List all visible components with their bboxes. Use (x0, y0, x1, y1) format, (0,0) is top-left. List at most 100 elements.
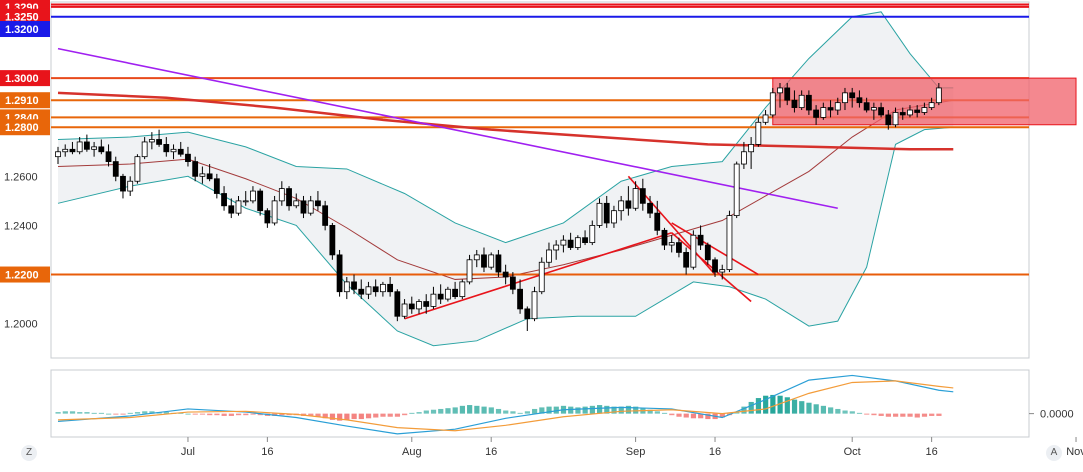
macd-histogram-bar (149, 411, 155, 414)
macd-histogram-bar (192, 413, 198, 415)
candle-body (452, 288, 459, 298)
candle (473, 249, 480, 268)
candle (546, 242, 552, 268)
candle (264, 208, 271, 228)
price-badge-label: 1.2800 (5, 122, 39, 134)
candle (907, 105, 913, 118)
candle (777, 83, 783, 108)
macd-histogram-bar (91, 412, 97, 414)
candle (192, 156, 199, 182)
candle (91, 141, 97, 157)
candle-body (257, 190, 264, 212)
right-corner-button[interactable]: A (1046, 445, 1062, 461)
candle-body (856, 97, 863, 104)
candle (481, 247, 487, 273)
macd-histogram-bar (221, 413, 227, 416)
candle (668, 235, 675, 253)
macd-histogram-bar (835, 408, 841, 414)
candle-body (444, 288, 451, 300)
price-tick-label: 1.2400 (4, 220, 38, 232)
price-badge-bg (0, 21, 50, 38)
candle-body (365, 286, 372, 295)
macd-histogram-bar (690, 413, 697, 419)
candle (206, 164, 213, 182)
price-badge-label: 1.2910 (5, 95, 39, 107)
candle (242, 191, 249, 206)
left-corner-button[interactable]: Z (21, 445, 37, 461)
macd-histogram-bar (618, 406, 624, 414)
macd-histogram-bar (568, 406, 574, 414)
candle (704, 242, 711, 265)
time-tick-label: Aug (402, 446, 422, 458)
candle (358, 279, 365, 300)
macd-histogram-bar (337, 413, 343, 421)
macd-histogram-bar (178, 412, 184, 414)
candle (741, 141, 747, 169)
candle (914, 105, 921, 118)
price-badge-label: 1.2200 (5, 270, 39, 282)
candle-body (69, 148, 76, 153)
candle (820, 102, 827, 120)
candle-body (611, 210, 617, 224)
macd-histogram-bar (250, 413, 256, 415)
macd-histogram-bar (488, 407, 494, 414)
candle (611, 205, 617, 228)
candle-body (741, 151, 747, 165)
macd-pane[interactable] (50, 369, 1030, 438)
macd-histogram-bar (257, 413, 263, 416)
time-tick-label: Jul (181, 446, 195, 458)
candle (928, 97, 935, 111)
candle (834, 97, 841, 115)
candle-body (538, 261, 545, 293)
candle-body (358, 288, 365, 295)
candle-body (300, 200, 307, 214)
candle (228, 198, 235, 219)
price-badge: 1.2200 (0, 266, 50, 283)
candle (69, 141, 76, 155)
candle-body (127, 180, 134, 192)
candle-body (112, 161, 119, 177)
candle-body (668, 242, 675, 246)
candle (423, 294, 430, 314)
macd-histogram-bar (142, 411, 148, 414)
candle (892, 107, 899, 128)
macd-histogram-bar (365, 413, 372, 419)
candle (870, 102, 877, 120)
price-badge-bg (0, 266, 50, 283)
macd-histogram-bar (236, 413, 242, 416)
candle-body (394, 291, 401, 317)
candle (495, 249, 502, 277)
macd-histogram-bar (380, 413, 386, 417)
candle-body (329, 225, 336, 256)
candle-body (870, 107, 877, 111)
candle (98, 139, 105, 155)
candle (784, 83, 791, 106)
candle-body (596, 202, 603, 226)
macd-histogram-bar (777, 395, 783, 414)
macd-histogram-bar (69, 411, 76, 414)
candle-body (567, 239, 574, 248)
candle (502, 264, 509, 285)
candle (632, 181, 639, 211)
price-badge-label: 1.3000 (5, 73, 39, 85)
macd-histogram-bar (416, 412, 422, 414)
macd-histogram-bar (791, 399, 798, 414)
candle (878, 102, 884, 118)
candle (842, 87, 848, 111)
macd-histogram-bar (467, 405, 473, 414)
trendline-1 (404, 232, 672, 320)
candle-body (336, 254, 343, 293)
bollinger-upper-line (57, 11, 954, 244)
candle-body (784, 87, 791, 101)
candle-body (55, 151, 61, 158)
macd-histogram-bar (430, 409, 437, 414)
candle-body (928, 102, 935, 108)
macd-histogram-bar (120, 413, 126, 415)
candle (488, 252, 495, 270)
candle (148, 132, 155, 150)
price-badge: 1.3200 (0, 21, 50, 38)
macd-histogram-bar (553, 406, 559, 414)
price-badge: 1.2910 (0, 92, 50, 109)
candle (221, 186, 227, 211)
